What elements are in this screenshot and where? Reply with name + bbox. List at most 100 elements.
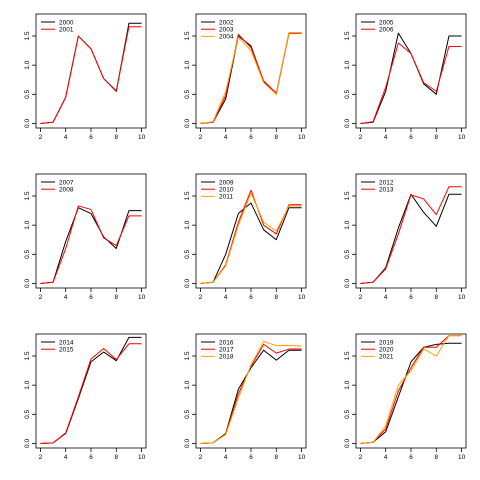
- y-tick-label: 1.0: [184, 60, 191, 69]
- y-tick-label: 0.0: [24, 439, 31, 448]
- y-tick-label: 1.0: [344, 220, 351, 229]
- x-tick-label: 10: [458, 134, 466, 141]
- series-line-2011: [200, 192, 302, 284]
- series-line-2019: [360, 342, 462, 444]
- legend-label: 2001: [59, 27, 74, 34]
- x-tick-label: 2: [39, 294, 43, 301]
- x-tick-label: 10: [298, 294, 306, 301]
- x-tick-label: 10: [138, 134, 146, 141]
- y-tick-label: 1.5: [184, 191, 191, 200]
- x-tick-label: 4: [384, 294, 388, 301]
- legend-label: 2021: [379, 354, 394, 361]
- y-tick-label: 1.5: [344, 191, 351, 200]
- x-tick-label: 8: [434, 454, 438, 461]
- y-tick-label: 0.5: [344, 249, 351, 258]
- y-tick-label: 0.5: [344, 89, 351, 98]
- y-tick-label: 0.0: [184, 439, 191, 448]
- legend-label: 2020: [379, 347, 394, 354]
- y-tick-label: 1.0: [344, 60, 351, 69]
- x-tick-label: 4: [64, 134, 68, 141]
- x-tick-label: 8: [274, 454, 278, 461]
- y-tick-label: 0.5: [24, 409, 31, 418]
- x-tick-label: 4: [224, 294, 228, 301]
- x-tick-label: 4: [384, 134, 388, 141]
- series-line-2017: [200, 343, 302, 444]
- legend-label: 2014: [59, 339, 74, 346]
- x-tick-label: 10: [458, 454, 466, 461]
- plot-frame: [195, 13, 307, 129]
- legend-label: 2008: [59, 187, 74, 194]
- x-tick-label: 2: [359, 134, 363, 141]
- x-tick-label: 2: [199, 134, 203, 141]
- y-tick-label: 0.0: [344, 279, 351, 288]
- x-tick-label: 6: [409, 134, 413, 141]
- x-tick-label: 6: [409, 294, 413, 301]
- y-tick-label: 0.0: [184, 119, 191, 128]
- x-tick-label: 2: [199, 454, 203, 461]
- y-tick-label: 0.5: [184, 89, 191, 98]
- legend-label: 2018: [219, 354, 234, 361]
- legend-label: 2007: [59, 179, 74, 186]
- plot-frame: [355, 333, 467, 449]
- legend-label: 2009: [219, 179, 234, 186]
- legend-label: 2002: [219, 19, 234, 26]
- x-tick-label: 6: [249, 294, 253, 301]
- series-line-2005: [360, 32, 462, 124]
- y-tick-label: 1.0: [24, 380, 31, 389]
- y-tick-label: 0.0: [344, 439, 351, 448]
- legend-label: 2004: [219, 34, 234, 41]
- y-tick-label: 0.0: [344, 119, 351, 128]
- y-tick-label: 0.5: [184, 409, 191, 418]
- y-tick-label: 0.5: [184, 249, 191, 258]
- x-tick-label: 2: [39, 134, 43, 141]
- x-tick-label: 10: [458, 294, 466, 301]
- y-tick-label: 1.5: [184, 31, 191, 40]
- legend-label: 2010: [219, 187, 234, 194]
- x-tick-label: 10: [298, 134, 306, 141]
- plot-frame: [355, 173, 467, 289]
- series-line-2008: [40, 205, 142, 284]
- x-tick-label: 4: [64, 454, 68, 461]
- legend-label: 2005: [379, 19, 394, 26]
- series-line-2014: [40, 336, 142, 444]
- y-tick-label: 0.0: [24, 279, 31, 288]
- legend-label: 2011: [219, 194, 233, 201]
- x-tick-label: 10: [138, 454, 146, 461]
- x-tick-label: 6: [249, 454, 253, 461]
- series-line-2004: [200, 32, 302, 124]
- y-tick-label: 1.5: [24, 31, 31, 40]
- x-tick-label: 2: [359, 294, 363, 301]
- y-tick-label: 1.5: [184, 351, 191, 360]
- x-tick-label: 2: [199, 294, 203, 301]
- legend-label: 2000: [59, 19, 74, 26]
- x-tick-label: 8: [434, 134, 438, 141]
- x-tick-label: 10: [138, 294, 146, 301]
- y-tick-label: 0.0: [184, 279, 191, 288]
- y-tick-label: 1.5: [24, 191, 31, 200]
- x-tick-label: 6: [249, 134, 253, 141]
- series-line-2007: [40, 207, 142, 284]
- legend-label: 2012: [379, 179, 394, 186]
- legend-label: 2017: [219, 347, 234, 354]
- plot-frame: [35, 13, 147, 129]
- legend-label: 2013: [379, 187, 394, 194]
- legend-label: 2016: [219, 339, 234, 346]
- series-line-2020: [360, 335, 462, 444]
- series-line-2015: [40, 343, 142, 444]
- plot-frame: [195, 333, 307, 449]
- y-tick-label: 0.5: [344, 409, 351, 418]
- x-tick-label: 6: [89, 294, 93, 301]
